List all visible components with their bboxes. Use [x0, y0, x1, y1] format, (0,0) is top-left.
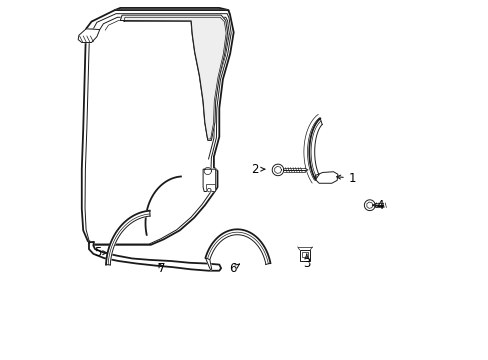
Polygon shape: [205, 229, 270, 265]
Polygon shape: [366, 202, 372, 208]
Polygon shape: [204, 167, 211, 175]
Text: 1: 1: [336, 172, 356, 185]
Polygon shape: [115, 8, 230, 15]
Text: 2: 2: [251, 163, 264, 176]
Bar: [301, 252, 307, 257]
Polygon shape: [315, 172, 337, 183]
Polygon shape: [205, 258, 211, 270]
Polygon shape: [272, 164, 283, 176]
Text: 4: 4: [372, 199, 384, 212]
Text: 3: 3: [303, 254, 310, 270]
Polygon shape: [207, 188, 211, 192]
Polygon shape: [89, 242, 221, 271]
Bar: [299, 250, 310, 261]
Polygon shape: [309, 118, 322, 180]
Polygon shape: [78, 29, 100, 42]
Text: 6: 6: [228, 262, 239, 275]
Polygon shape: [106, 211, 150, 265]
Polygon shape: [364, 200, 374, 211]
Polygon shape: [81, 10, 233, 245]
Text: 7: 7: [158, 262, 165, 275]
Text: 5: 5: [94, 246, 107, 259]
Polygon shape: [120, 15, 227, 140]
Polygon shape: [274, 166, 281, 174]
Polygon shape: [203, 169, 215, 192]
Bar: [205, 184, 215, 191]
